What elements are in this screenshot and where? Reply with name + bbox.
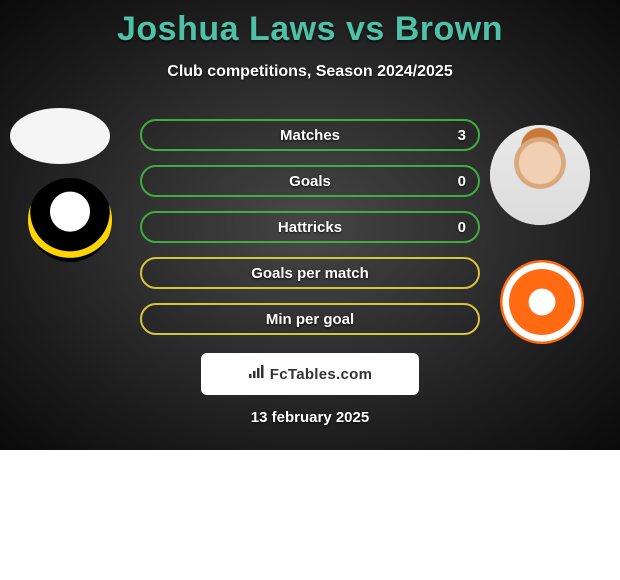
subtitle: Club competitions, Season 2024/2025 <box>0 63 620 81</box>
footer-date: 13 february 2025 <box>0 409 620 426</box>
brand-text: FcTables.com <box>270 366 373 383</box>
player-face-icon <box>490 125 590 225</box>
club-left-badge <box>28 178 112 262</box>
stat-row-matches: Matches 3 <box>140 119 480 151</box>
stat-right-value: 0 <box>458 173 466 190</box>
stat-label: Min per goal <box>266 311 354 328</box>
chart-icon <box>248 365 264 383</box>
brand-badge: FcTables.com <box>201 353 419 395</box>
stat-right-value: 0 <box>458 219 466 236</box>
stat-right-value: 3 <box>458 127 466 144</box>
stat-label: Goals per match <box>251 265 369 282</box>
player-left-avatar <box>10 108 110 164</box>
stat-row-goals: Goals 0 <box>140 165 480 197</box>
stat-label: Hattricks <box>278 219 342 236</box>
brisbane-badge-icon <box>500 260 584 344</box>
stat-label: Matches <box>280 127 340 144</box>
wellington-badge-icon <box>28 178 112 262</box>
player-right-avatar <box>490 125 590 225</box>
page-title: Joshua Laws vs Brown <box>0 0 620 49</box>
comparison-card: Joshua Laws vs Brown Club competitions, … <box>0 0 620 450</box>
stat-row-min-per-goal: Min per goal <box>140 303 480 335</box>
club-right-badge <box>500 260 584 344</box>
stat-label: Goals <box>289 173 331 190</box>
stat-row-goals-per-match: Goals per match <box>140 257 480 289</box>
stat-row-hattricks: Hattricks 0 <box>140 211 480 243</box>
